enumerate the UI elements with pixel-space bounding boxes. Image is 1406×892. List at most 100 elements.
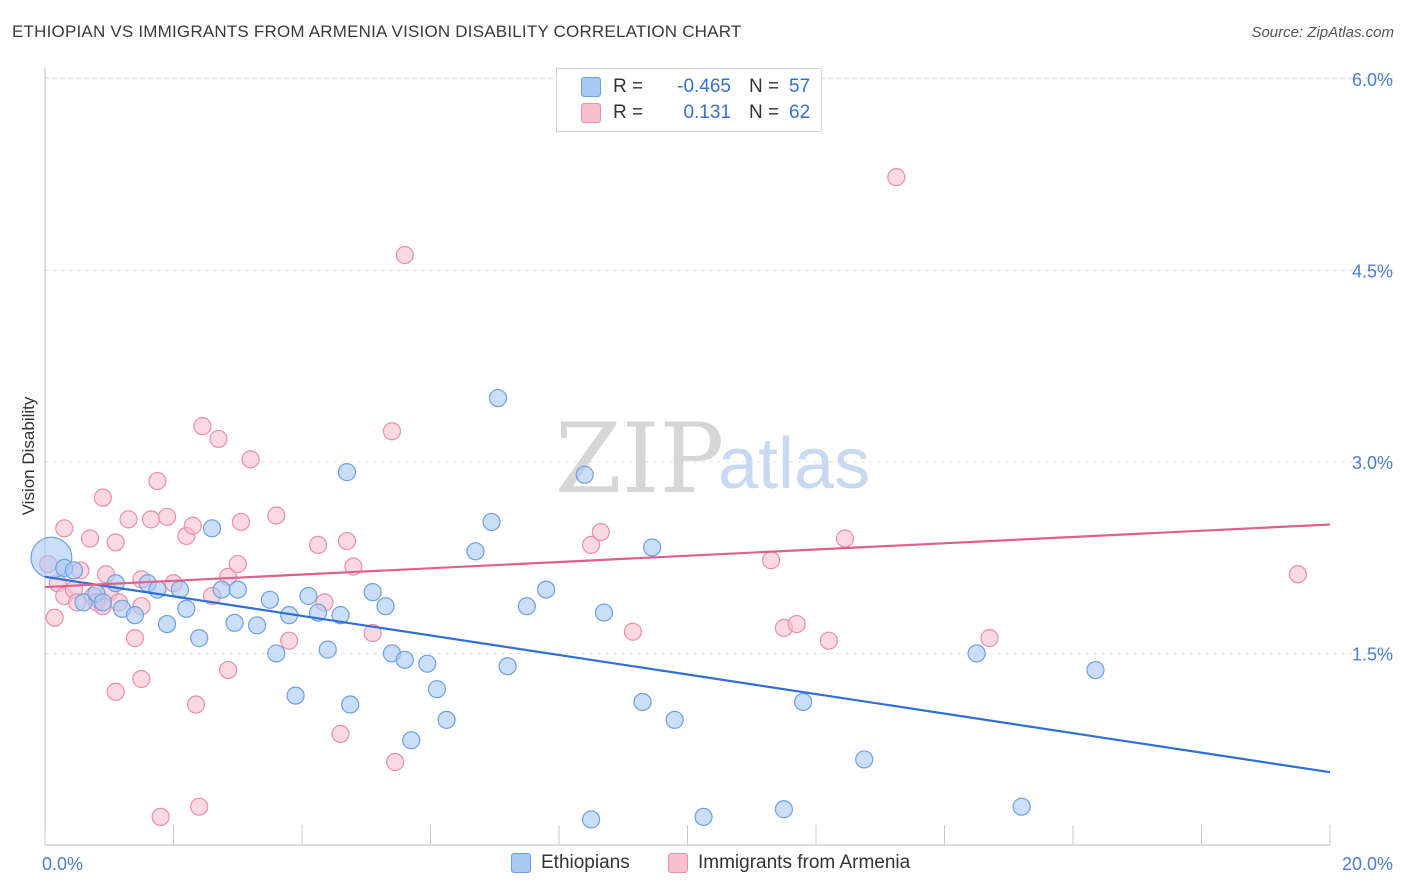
armenia-point — [55, 519, 74, 538]
armenia-point — [45, 608, 64, 627]
ethiopians-point — [437, 710, 456, 729]
ethiopians-point — [177, 599, 196, 618]
armenia-point — [106, 533, 125, 552]
ethiopians-point — [594, 603, 614, 622]
n-value: 62 — [789, 102, 811, 123]
ethiopians-point — [74, 593, 93, 612]
armenia-point — [132, 669, 151, 689]
ethiopians-point — [498, 657, 517, 676]
armenia-point — [623, 622, 642, 641]
armenia-swatch — [581, 103, 601, 123]
ethiopians-point — [582, 810, 601, 829]
armenia-point — [591, 523, 610, 542]
ethiopians-point — [466, 542, 485, 561]
armenia-point — [141, 510, 161, 529]
stats-legend: R = -0.465 N = 57 R = 0.131 N = 62 — [556, 68, 822, 132]
ethiopians-point — [643, 538, 662, 557]
ethiopians-point — [967, 644, 986, 663]
watermark-atlas: atlas — [718, 424, 870, 504]
r-label: R = — [613, 102, 644, 123]
armenia-point — [241, 450, 260, 469]
ethiopians-point — [376, 597, 395, 616]
ethiopians-point — [299, 586, 318, 606]
armenia-point — [93, 488, 112, 507]
ethiopians-point — [694, 807, 713, 827]
ethiopians-point — [93, 593, 112, 612]
armenia-point — [835, 529, 855, 548]
ethiopians-point — [157, 614, 177, 634]
ethiopians-point — [363, 583, 382, 602]
armenia-legend-label: Immigrants from Armenia — [698, 852, 911, 873]
armenia-point — [337, 531, 357, 551]
armenia-point — [382, 422, 402, 441]
axes — [44, 68, 1331, 846]
ethiopians-point — [212, 580, 231, 599]
bottom-legend-ethiopians[interactable]: Ethiopians — [511, 852, 630, 874]
armenia-point — [151, 807, 170, 827]
armenia-point — [148, 471, 167, 491]
legend-row-armenia: R = 0.131 N = 62 — [581, 101, 810, 125]
armenia-point — [395, 245, 414, 265]
bottom-legend-armenia[interactable]: Immigrants from Armenia — [668, 852, 910, 874]
armenia-point — [761, 551, 781, 570]
armenia-point — [582, 535, 601, 555]
armenia-point — [363, 623, 382, 643]
armenia-point — [267, 506, 286, 525]
ethiopians-point — [1012, 797, 1031, 816]
armenia-point — [209, 429, 228, 449]
armenia-trend-line — [44, 523, 1331, 589]
armenia-legend-swatch — [668, 853, 688, 873]
ethiopians-point — [482, 512, 501, 532]
ethiopians-point — [286, 686, 305, 705]
ethiopians-point — [225, 613, 244, 632]
n-label: N = — [749, 102, 780, 123]
ethiopians-point — [341, 695, 360, 714]
ethiopians-point — [202, 519, 222, 538]
ethiopians-point — [794, 692, 813, 712]
ethiopians-legend-swatch — [511, 853, 531, 873]
armenia-point — [228, 554, 247, 574]
armenia-point — [280, 631, 299, 650]
armenia-point — [787, 614, 806, 634]
ethiopians-point — [331, 606, 350, 625]
ethiopians-point — [418, 654, 437, 673]
armenia-point — [119, 510, 138, 529]
y-tick-label: 6.0% — [1352, 70, 1393, 90]
ethiopians-point — [395, 650, 414, 669]
ethiopians-point — [402, 731, 421, 750]
ethiopians-point — [517, 597, 536, 616]
x-tick-label: 0.0% — [42, 854, 83, 874]
armenia-point — [183, 516, 202, 535]
trend-lines — [44, 523, 1331, 774]
n-label: N = — [749, 76, 780, 97]
ethiopians-point — [190, 629, 209, 648]
ethiopians-point — [633, 692, 652, 712]
armenia-point — [308, 535, 328, 555]
armenia-point — [386, 752, 405, 772]
ethiopians-legend-label: Ethiopians — [541, 852, 630, 873]
gridlines — [45, 77, 1395, 654]
ethiopians-point — [318, 640, 337, 659]
y-tick-label: 3.0% — [1352, 453, 1393, 473]
ethiopians-point — [228, 580, 247, 599]
tick-labels: 1.5% 3.0% 4.5% 6.0% 0.0% 20.0% — [42, 70, 1393, 874]
ethiopians-point — [247, 616, 267, 635]
ethiopians-swatch — [581, 77, 601, 97]
armenia-point — [331, 724, 350, 744]
r-value: 0.131 — [683, 102, 731, 123]
armenia-point — [186, 695, 206, 714]
armenia-point — [980, 629, 999, 648]
chart-title: ETHIOPIAN VS IMMIGRANTS FROM ARMENIA VIS… — [12, 22, 742, 41]
r-label: R = — [613, 76, 644, 97]
ethiopians-point — [125, 606, 145, 625]
watermark-zip: ZIP — [555, 403, 724, 515]
ethiopians-point — [337, 463, 357, 482]
x-tick-label: 20.0% — [1342, 854, 1393, 874]
ethiopians-point — [575, 465, 594, 484]
n-value: 57 — [789, 76, 811, 97]
armenia-point — [125, 629, 145, 648]
y-axis-label: Vision Disability — [19, 396, 38, 515]
y-tick-label: 4.5% — [1352, 261, 1393, 281]
r-value: -0.465 — [677, 76, 731, 97]
